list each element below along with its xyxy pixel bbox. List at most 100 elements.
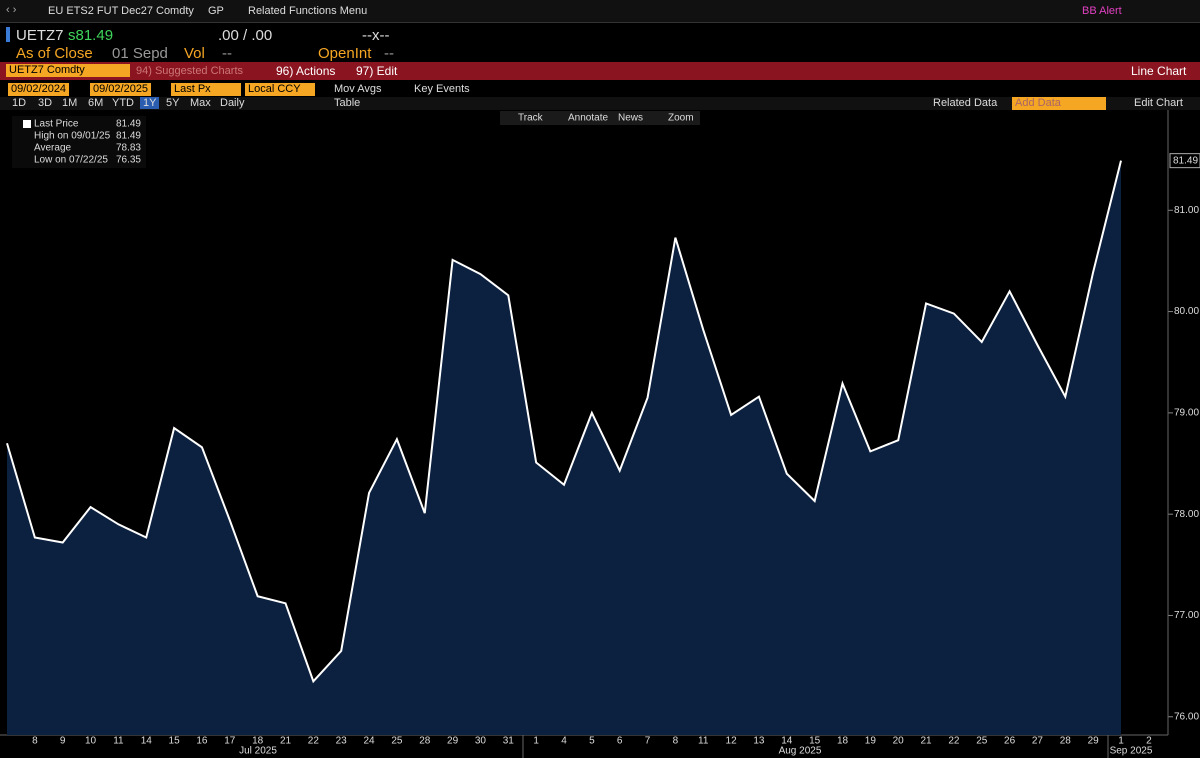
legend-value: 76.35: [116, 155, 141, 166]
security-box[interactable]: UETZ7 Comdty: [6, 64, 130, 77]
alert[interactable]: BB Alert: [1082, 5, 1122, 17]
legend: Last Price 81.49 High on 09/01/25 81.49 Aver…: [23, 119, 141, 166]
legend-value: 81.49: [116, 131, 141, 142]
x-tick-label: 31: [503, 736, 515, 747]
x-tick-label: 25: [976, 736, 988, 747]
x-tick-label: 21: [280, 736, 292, 747]
legend-label: High on 09/01/25: [34, 131, 111, 142]
x-tick-label: 7: [645, 736, 651, 747]
period[interactable]: 3D: [38, 97, 53, 109]
period[interactable]: 6M: [88, 97, 104, 109]
table-btn[interactable]: Table: [334, 97, 361, 109]
y-tick-label: 80.00: [1174, 306, 1199, 317]
toggle[interactable]: Key Events: [414, 83, 470, 95]
as-of: As of Close: [16, 45, 93, 62]
date: 01 Sepd: [112, 45, 168, 62]
y-tick-label: 77.00: [1174, 610, 1199, 621]
x-tick-label: 11: [113, 736, 124, 747]
x-tick-label: 18: [252, 736, 264, 747]
x-tick-label: 24: [363, 736, 375, 747]
security-select[interactable]: EU ETS2 FUT Dec27 Comdty: [48, 5, 194, 17]
x-tick-label: 12: [726, 736, 738, 747]
menu-item[interactable]: 97) Edit: [356, 64, 398, 78]
x-tick-label: 9: [60, 736, 66, 747]
line: [6, 160, 1122, 684]
x-tick-label: 14: [141, 736, 153, 747]
area: [7, 160, 1121, 735]
x-tick-label: 1: [533, 736, 539, 747]
chart-type: Line Chart: [1131, 64, 1187, 78]
toggle[interactable]: Mov Avgs: [334, 83, 382, 95]
edit-chart[interactable]: Edit Chart: [1134, 97, 1183, 109]
related-data[interactable]: Related Data: [933, 97, 998, 109]
openint-label: OpenInt: [318, 45, 372, 62]
tool: Track: [518, 113, 544, 124]
tool: Zoom: [668, 113, 694, 124]
x-tick-label: 8: [673, 736, 679, 747]
x-tick-label: 6: [617, 736, 623, 747]
x-tick-label: 29: [447, 736, 459, 747]
period[interactable]: Max: [190, 97, 211, 109]
x-tick-label: 30: [475, 736, 487, 747]
menu-bar: UETZ7 Comdty 94) Suggested Charts 96) Ac…: [0, 62, 1200, 80]
period-row: Daily Table Related Data Add Data Edit C…: [0, 97, 1200, 110]
period[interactable]: 1M: [62, 97, 78, 109]
x-tick-label: 11: [698, 736, 709, 747]
legend-label: Last Price: [34, 119, 79, 130]
controls-row: 09/02/2024 09/02/2025 Last Px Local CCY …: [0, 82, 1200, 96]
legend-value: 78.83: [116, 143, 141, 154]
period[interactable]: YTD: [112, 97, 134, 109]
nav[interactable]: ‹ ›: [6, 4, 17, 16]
x-tick-label: 4: [561, 736, 567, 747]
end-date[interactable]: 09/02/2025: [90, 83, 152, 96]
openint: --: [384, 45, 394, 62]
add-data[interactable]: Add Data: [1012, 97, 1106, 110]
x-tick-label: 27: [1032, 736, 1044, 747]
legend-label: Average: [34, 143, 72, 154]
legend-box: [12, 116, 146, 168]
period[interactable]: 5Y: [166, 97, 180, 109]
x-tick-label: 22: [308, 736, 320, 747]
tool: Annotate: [568, 113, 608, 124]
menu-item[interactable]: 96) Actions: [276, 64, 336, 78]
y-tick-label: 76.00: [1174, 711, 1199, 722]
x-tick-label: 1: [1118, 736, 1124, 747]
x-tick-label: 19: [865, 736, 877, 747]
field[interactable]: Last Px: [171, 83, 241, 96]
vol-label: Vol: [184, 45, 205, 62]
x-tick-label: 26: [1004, 736, 1016, 747]
x-tick-label: 23: [336, 736, 348, 747]
tool: News: [618, 113, 643, 124]
last-price-label: 81.49: [1173, 155, 1198, 166]
x-group-label: Sep 2025: [1110, 746, 1153, 757]
x-tick-label: 10: [85, 736, 97, 747]
x-tick-label: 21: [920, 736, 932, 747]
range: --x--: [362, 27, 390, 44]
function-select[interactable]: GP: [208, 5, 224, 17]
x-tick-label: 15: [809, 736, 821, 747]
x-tick-label: 22: [948, 736, 960, 747]
y-tick-label: 78.00: [1174, 509, 1199, 520]
start-date[interactable]: 09/02/2024: [8, 83, 70, 96]
change: .00 / .00: [218, 27, 273, 44]
period[interactable]: 1Y: [140, 97, 160, 109]
x-tick-label: 20: [893, 736, 905, 747]
vol: --: [222, 45, 232, 62]
x-tick-label: 14: [781, 736, 793, 747]
marker: [6, 27, 10, 42]
period[interactable]: 1D: [12, 97, 27, 109]
x-tick-label: 13: [753, 736, 765, 747]
menu-item[interactable]: 94) Suggested Charts: [136, 65, 244, 77]
x-tick-label: 16: [196, 736, 208, 747]
frequency[interactable]: Daily: [220, 97, 245, 109]
ticker: UETZ7: [16, 27, 64, 44]
currency[interactable]: Local CCY: [245, 83, 315, 96]
price: s81.49: [68, 27, 114, 44]
legend-value: 81.49: [116, 119, 141, 130]
x-tick-label: 28: [419, 736, 431, 747]
y-tick-label: 79.00: [1174, 408, 1199, 419]
legend-swatch: [23, 120, 31, 128]
related-menu[interactable]: Related Functions Menu: [248, 5, 368, 17]
